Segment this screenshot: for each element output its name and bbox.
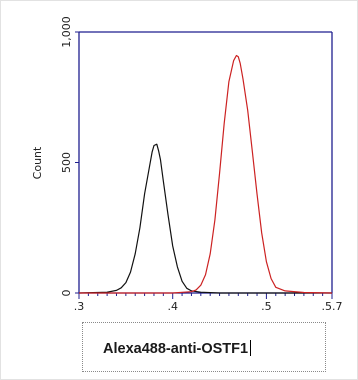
x-tick-label: .4 [167, 300, 178, 313]
text-cursor [250, 340, 252, 356]
series-layer [78, 54, 333, 294]
y-axis-title: Count [31, 146, 44, 179]
y-tick-label: 0 [60, 290, 73, 297]
legend-label: Alexa488-anti-OSTF1 [103, 340, 252, 357]
y-tick-label: 1,000 [60, 16, 73, 48]
x-tick-label: .5.7 [322, 300, 343, 313]
x-tick-label: .3 [74, 300, 85, 313]
series-1-line [78, 143, 332, 294]
y-tick-label: 500 [60, 152, 73, 173]
plot-area [78, 31, 333, 294]
series-2-line [79, 54, 333, 294]
legend-box: Alexa488-anti-OSTF1 [82, 322, 326, 372]
histogram-chart: 0 500 1,000 .3 .4 .5 .5.7 Count [31, 16, 343, 313]
y-ticks: 0 500 1,000 [60, 16, 79, 297]
x-ticks: .3 .4 .5 .5.7 [74, 293, 343, 313]
x-tick-label: .5 [261, 300, 272, 313]
legend-label-text: Alexa488-anti-OSTF1 [103, 341, 249, 357]
